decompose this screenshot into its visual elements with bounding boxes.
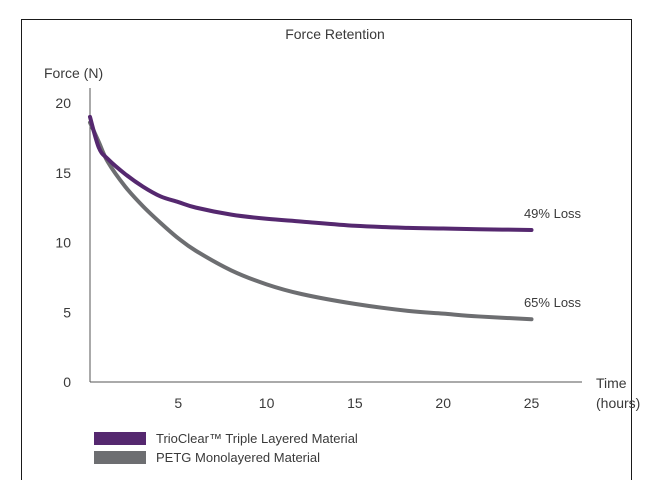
x-axis-label-line1: Time <box>596 375 627 391</box>
y-tick-label: 10 <box>55 235 71 251</box>
x-tick-labels: 5 10 15 20 25 <box>174 395 539 411</box>
y-axis-label: Force (N) <box>44 65 103 81</box>
y-tick-label: 20 <box>55 95 71 111</box>
x-tick-label: 5 <box>174 395 182 411</box>
chart-frame <box>21 19 632 480</box>
chart-title: Force Retention <box>285 26 385 42</box>
legend-label-trioclear: TrioClear™ Triple Layered Material <box>156 431 358 446</box>
legend-swatch-petg <box>94 451 146 464</box>
x-tick-label: 25 <box>524 395 540 411</box>
series-line-petg <box>88 120 534 322</box>
series-end-labels: 65% Loss 49% Loss <box>524 206 582 310</box>
y-tick-labels: 0 5 10 15 20 <box>55 95 71 390</box>
series-line-trioclear <box>88 114 534 232</box>
legend-swatch-trioclear <box>94 432 146 445</box>
x-axis-label-line2: (hours) <box>596 395 640 411</box>
end-label-trioclear: 49% Loss <box>524 206 582 221</box>
legend: TrioClear™ Triple Layered Material PETG … <box>94 431 358 465</box>
end-label-petg: 65% Loss <box>524 295 582 310</box>
legend-label-petg: PETG Monolayered Material <box>156 450 320 465</box>
x-tick-label: 20 <box>435 395 451 411</box>
series-lines <box>88 114 534 322</box>
y-tick-label: 15 <box>55 165 71 181</box>
y-tick-label: 0 <box>63 374 71 390</box>
x-tick-label: 15 <box>347 395 363 411</box>
x-tick-label: 10 <box>259 395 275 411</box>
y-tick-label: 5 <box>63 304 71 320</box>
